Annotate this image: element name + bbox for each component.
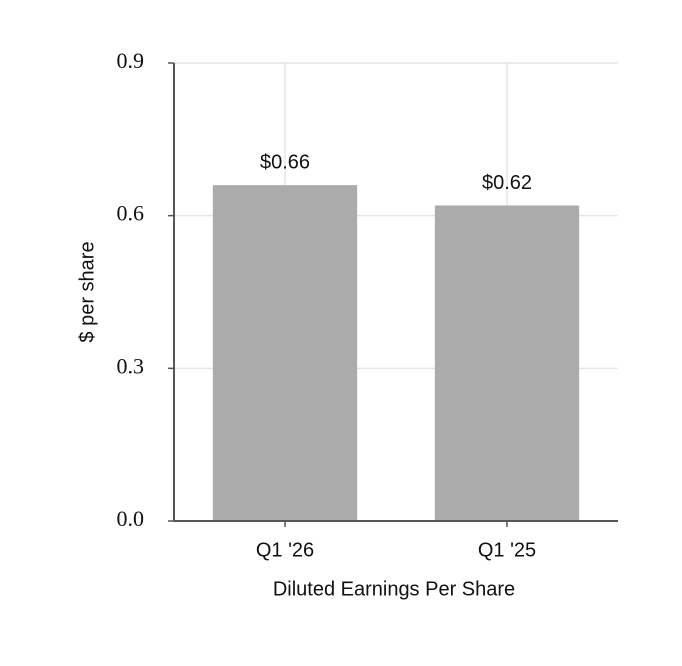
bar [212, 185, 358, 521]
y-tick-label: 0.9 [117, 48, 145, 73]
value-label: $0.66 [260, 151, 310, 173]
bar [434, 205, 580, 521]
y-tick-label: 0.0 [117, 506, 145, 531]
value-label: $0.62 [482, 172, 532, 194]
x-tick-label: Q1 '25 [478, 539, 536, 561]
x-tick-label: Q1 '26 [256, 539, 314, 561]
y-axis-title: $ per share [76, 241, 98, 342]
y-tick-label: 0.6 [117, 201, 145, 226]
x-axis-title: Diluted Earnings Per Share [273, 578, 515, 600]
y-tick-label: 0.3 [117, 353, 145, 378]
